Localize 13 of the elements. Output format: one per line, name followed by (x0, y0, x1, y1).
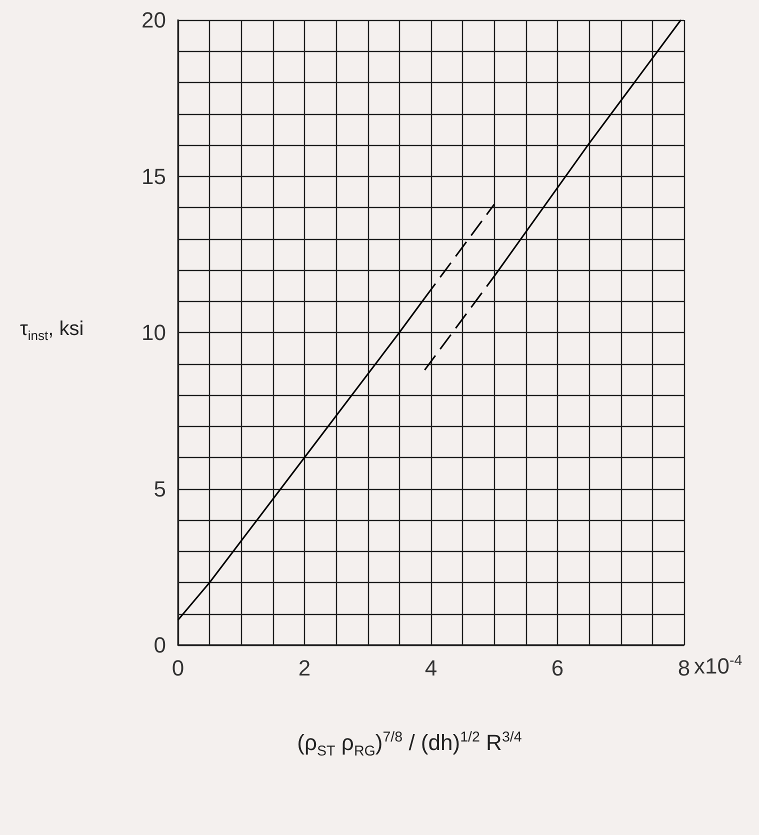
x-tick-label: 0 (172, 656, 184, 680)
x-tick-label: 8 (678, 656, 690, 680)
y-tick-label: 10 (142, 320, 166, 345)
y-axis-title: τ$_{inst}$, ksi (20, 318, 84, 343)
x-tick-label: 2 (298, 656, 311, 680)
text: x10$^{-4}$ (694, 653, 742, 680)
x-tick-label: 6 (551, 656, 564, 680)
y-tick-label: 20 (142, 8, 166, 32)
text: (ρ$_{ST}$ ρ$_{RG}$)$^{7/8}$ / (dh)$^{1/2}$ R$^{3/4}$ (297, 730, 522, 760)
y-tick-label: 15 (142, 164, 166, 189)
y-tick-label: 0 (154, 632, 166, 658)
x-tick-label: 4 (424, 656, 438, 680)
y-tick-label: 5 (154, 476, 166, 502)
